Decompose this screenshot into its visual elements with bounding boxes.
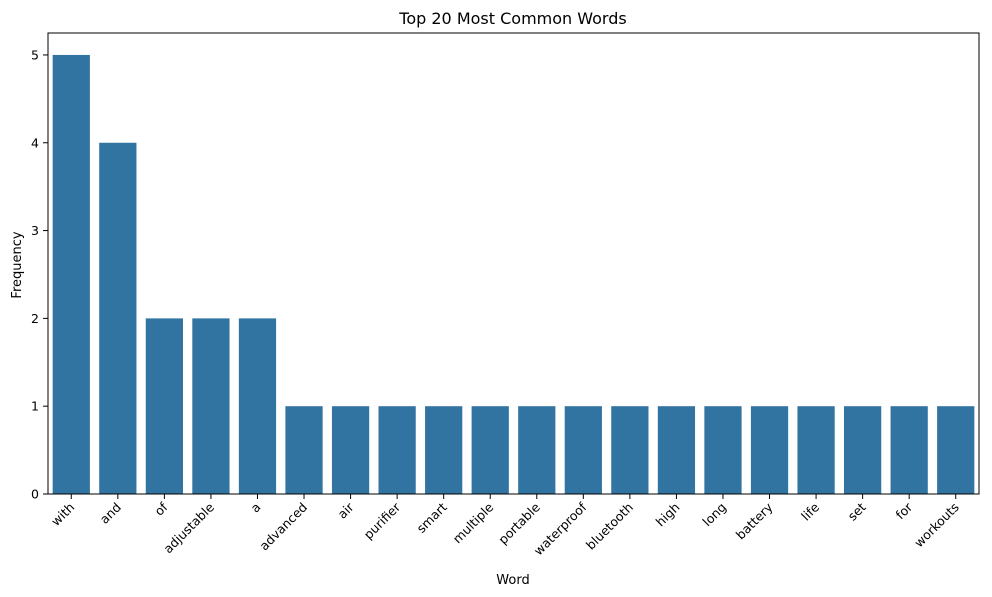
bar-set (844, 406, 882, 494)
bar-a (238, 318, 277, 494)
bar-bluetooth (611, 406, 649, 494)
x-tick-label: bluetooth (583, 500, 636, 553)
bar-of (145, 318, 183, 494)
x-tick-label: battery (733, 499, 776, 542)
bars-group (52, 54, 975, 494)
bar-for (890, 406, 928, 494)
x-tick-label: high (653, 500, 683, 530)
bar-high (657, 406, 696, 494)
y-tick-label: 0 (31, 487, 39, 502)
y-tick-label: 5 (31, 47, 39, 62)
x-tick-label: for (893, 499, 916, 522)
x-axis-label: Word (496, 573, 529, 588)
y-tick-label: 3 (31, 223, 39, 238)
x-tick-label: multiple (450, 499, 497, 546)
chart-title: Top 20 Most Common Words (398, 9, 626, 28)
x-tick-label: purifier (361, 499, 404, 542)
bar-multiple (471, 406, 509, 494)
y-tick-label: 2 (31, 311, 39, 326)
y-tick-label: 1 (31, 399, 39, 414)
bar-portable (518, 406, 556, 494)
x-tick-label: adjustable (160, 499, 217, 556)
bar-battery (750, 406, 789, 494)
x-tick-label: workouts (911, 500, 962, 551)
bar-and (99, 142, 137, 494)
x-tick-label: long (699, 500, 729, 530)
bar-with (52, 54, 90, 494)
x-tick-label: life (798, 499, 822, 523)
x-tick-label: set (845, 499, 869, 523)
x-tick-label: a (248, 500, 264, 516)
bar-workouts (937, 406, 975, 494)
bar-adjustable (192, 318, 230, 494)
bar-waterproof (564, 406, 602, 494)
x-tick-label: smart (413, 499, 449, 535)
x-tick-label: portable (495, 499, 543, 547)
bar-air (331, 406, 370, 494)
x-tick-label: of (151, 499, 171, 519)
plot-frame (47, 32, 980, 495)
x-tick-label: with (48, 500, 77, 529)
y-tick-label: 4 (31, 135, 39, 150)
bar-advanced (285, 406, 323, 494)
x-tick-label: air (335, 499, 358, 522)
bar-purifier (378, 406, 416, 494)
y-axis-label: Frequency (10, 231, 25, 298)
y-axis-ticks: 0 1 2 3 4 5 (31, 47, 48, 502)
bar-smart (425, 406, 463, 494)
x-tick-label: and (97, 500, 124, 527)
bar-long (704, 406, 742, 494)
x-tick-label: advanced (256, 500, 310, 554)
bar-life (797, 406, 835, 494)
